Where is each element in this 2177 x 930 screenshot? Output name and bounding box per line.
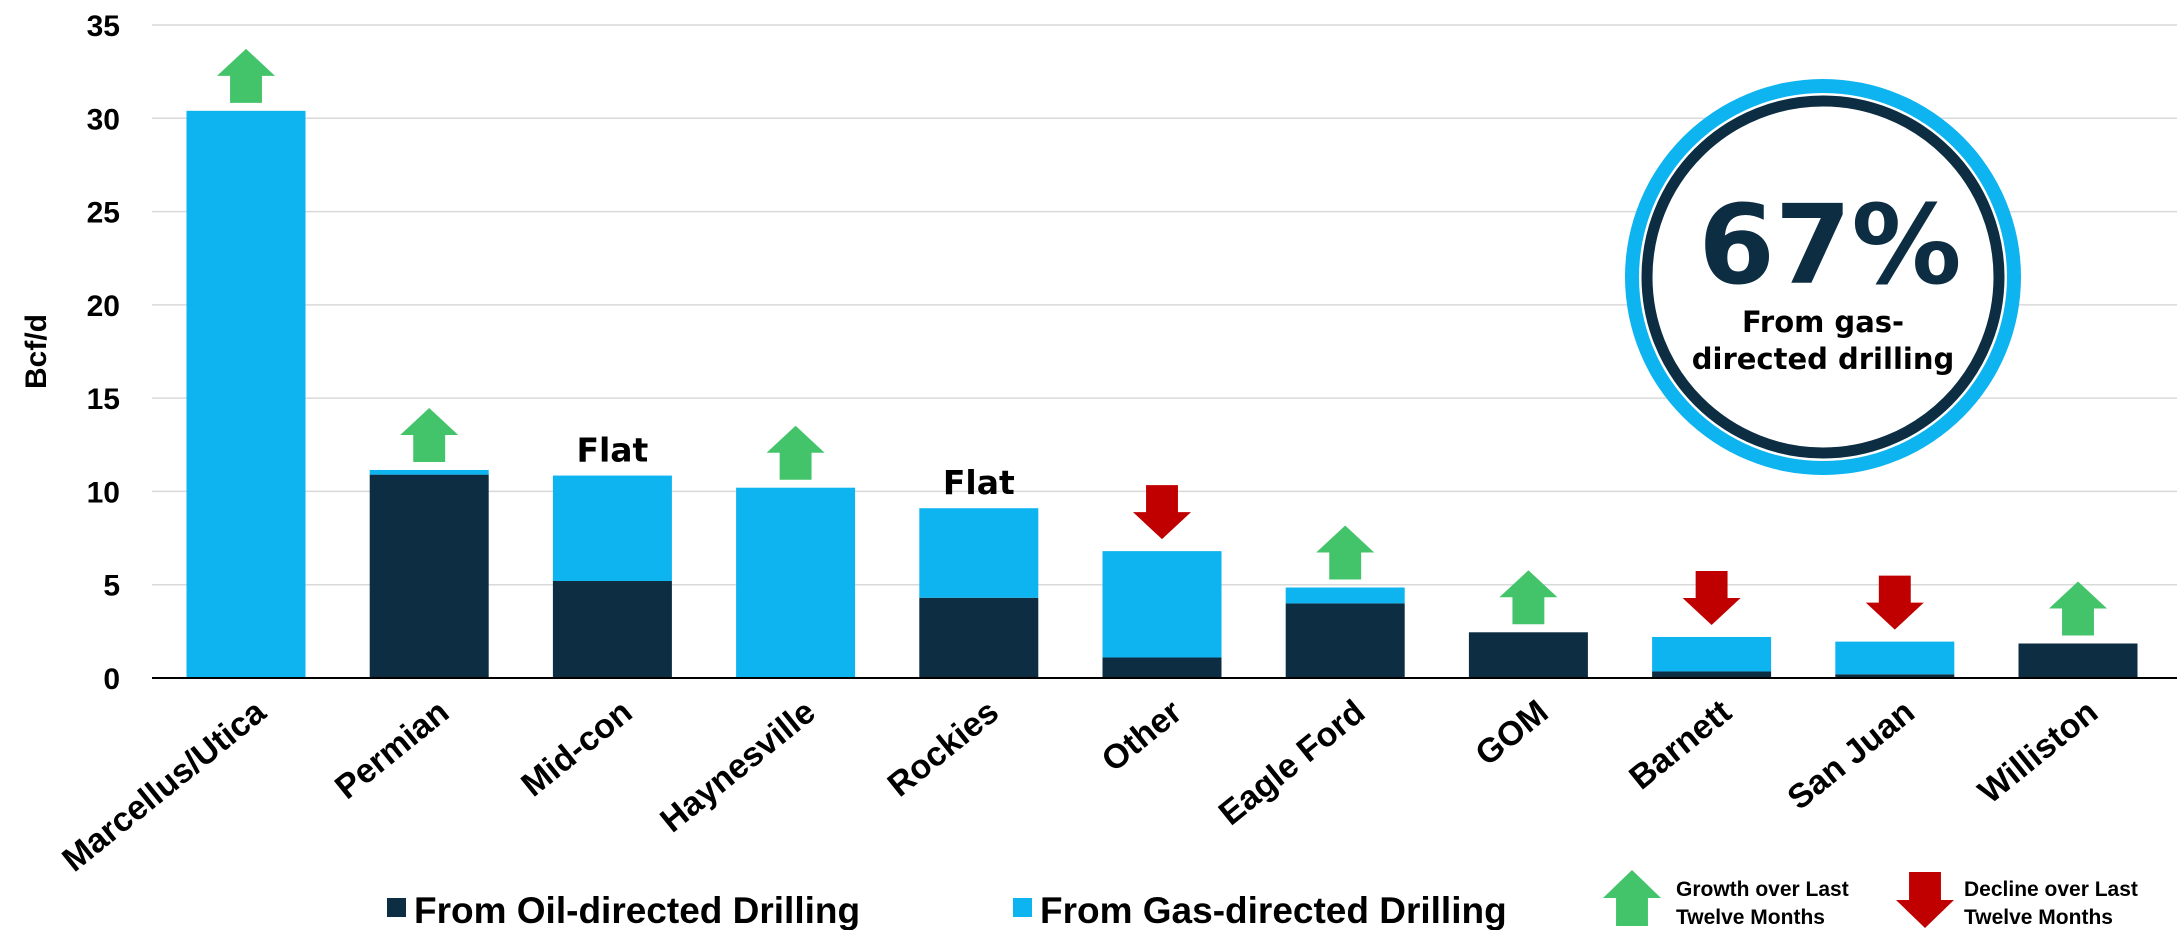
badge-caption-line2: directed drilling: [1692, 342, 1954, 376]
bar-gas: [1652, 636, 1772, 672]
x-tick-label: Marcellus/Utica: [55, 692, 274, 879]
bar-gas: [369, 469, 489, 475]
x-tick-label: Williston: [1971, 693, 2105, 811]
percentage-badge: 67% From gas- directed drilling: [1625, 79, 2021, 475]
bar-gas: [186, 110, 306, 678]
y-tick-label: 25: [87, 197, 120, 230]
legend-growth-arrow: [1603, 870, 1661, 926]
bar-gas: [736, 487, 856, 678]
bar-oil: [919, 597, 1039, 678]
bar-oil: [369, 474, 489, 678]
bar-oil: [1102, 657, 1222, 678]
y-axis-ticks: 0 5 10 15 20 25 30 35: [87, 10, 120, 696]
y-tick-label: 30: [87, 103, 120, 136]
growth-arrow-icon: [217, 48, 275, 103]
legend-decline-arrow: [1896, 872, 1954, 928]
flat-label: Flat: [943, 463, 1015, 502]
bar-oil: [552, 580, 672, 678]
legend-decline-line2: Twelve Months: [1964, 906, 2113, 929]
x-tick-label: GOM: [1468, 693, 1555, 774]
x-tick-label: Permian: [328, 693, 456, 807]
y-tick-label: 5: [103, 570, 120, 603]
legend-growth-line2: Twelve Months: [1676, 906, 1825, 929]
growth-arrow-icon: [1316, 525, 1375, 580]
growth-arrow-icon: [766, 425, 825, 480]
gridlines: [152, 24, 2177, 586]
x-tick-label: Other: [1095, 693, 1189, 780]
growth-arrow-icon: [400, 407, 459, 462]
x-tick-label: San Juan: [1780, 693, 1921, 818]
y-tick-label: 0: [103, 663, 120, 696]
decline-arrow-icon: [1865, 575, 1924, 630]
y-tick-label: 20: [87, 290, 120, 323]
legend-decline-arrow-icon: [1896, 872, 1954, 928]
x-tick-label: Mid-con: [514, 693, 639, 805]
x-tick-label: Haynesville: [653, 693, 822, 840]
legend-swatch-gas: [1013, 898, 1032, 917]
bar-gas: [1285, 587, 1405, 604]
bars: [186, 110, 2138, 678]
bar-gas: [1835, 641, 1955, 675]
trend-markers: Flat Flat: [217, 48, 2107, 636]
decline-arrow-icon: [1682, 570, 1741, 625]
badge-inner-ring: [1641, 95, 2005, 459]
bar-oil: [1285, 603, 1405, 678]
y-tick-label: 35: [87, 10, 120, 43]
flat-label: Flat: [576, 431, 648, 470]
y-tick-label: 15: [87, 383, 120, 416]
growth-arrow-icon: [2049, 581, 2107, 636]
legend-growth-arrow-icon: [1603, 870, 1661, 926]
y-tick-label: 10: [87, 476, 120, 509]
legend-growth-line1: Growth over Last: [1676, 878, 1849, 901]
bar-gas: [552, 475, 672, 581]
badge-value: 67%: [1698, 181, 1961, 309]
bar-oil: [1652, 671, 1772, 678]
growth-arrow-icon: [1499, 570, 1558, 625]
legend: From Oil-directed Drilling From Gas-dire…: [387, 870, 2138, 930]
legend-swatch-oil: [387, 898, 406, 917]
decline-arrow-icon: [1133, 485, 1191, 540]
x-tick-label: Rockies: [881, 693, 1006, 805]
legend-label-oil: From Oil-directed Drilling: [414, 890, 860, 930]
bar-gas: [919, 508, 1039, 598]
y-axis-label: Bcf/d: [20, 314, 53, 389]
bar-gas: [1102, 551, 1222, 658]
bar-oil: [1468, 632, 1588, 678]
x-tick-label: Eagle Ford: [1212, 693, 1372, 833]
legend-decline-line1: Decline over Last: [1964, 878, 2138, 901]
bar-oil: [1835, 674, 1955, 678]
bar-oil: [2018, 643, 2138, 678]
legend-label-gas: From Gas-directed Drilling: [1040, 890, 1507, 930]
x-tick-label: Barnett: [1622, 693, 1738, 797]
x-axis-categories: Marcellus/Utica Permian Mid-con Haynesville…: [55, 692, 2105, 879]
badge-caption-line1: From gas-: [1742, 305, 1904, 339]
